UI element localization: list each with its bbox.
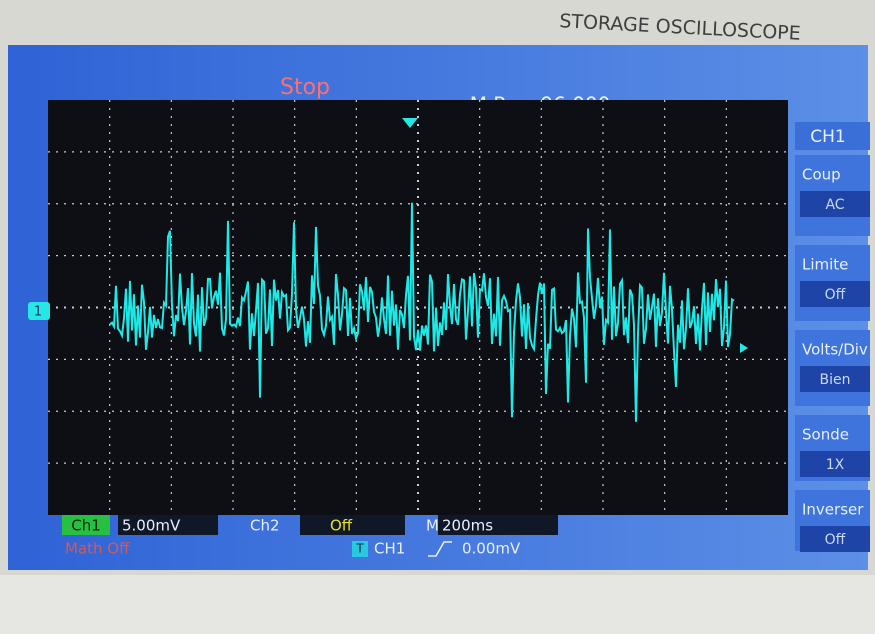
ch2-value: Off [330, 517, 353, 535]
menu-item-value: 1X [826, 457, 845, 473]
run-state: Stop [280, 75, 330, 100]
menu-item-value: Bien [820, 372, 851, 388]
bezel-bottom [0, 575, 875, 634]
ch2-box [300, 515, 405, 535]
menu-item-label: Inverser [802, 501, 864, 519]
ch1-label: Ch1 [71, 517, 101, 535]
trigger-source: CH1 [374, 540, 405, 558]
page: STORAGE OSCILLOSCOPE Stop M Pos: 96.000m… [0, 0, 875, 634]
ch2-label: Ch2 [250, 517, 280, 535]
menu-title: CH1 [810, 127, 845, 147]
trigger-level: 0.00mV [462, 540, 521, 558]
menu-item-label: Coup [802, 166, 841, 184]
ch1-scale: 5.00mV [122, 517, 181, 535]
menu-item-label: Volts/Div [802, 341, 868, 359]
menu-item-label: Limite [802, 256, 848, 274]
menu-items: Coup AC Limite Off Volts/Div Bien Sonde 1X Inver… [795, 155, 870, 552]
channel-marker-label: 1 [34, 305, 42, 320]
menu-item-label: Sonde [802, 426, 849, 444]
menu-item-value: Off [825, 287, 846, 303]
oscilloscope-photo: STORAGE OSCILLOSCOPE Stop M Pos: 96.000m… [0, 0, 875, 634]
trigger-icon: T [355, 542, 364, 556]
math-status: Math Off [65, 540, 130, 558]
time-scale: 200ms [442, 517, 493, 535]
time-prefix: M [426, 517, 439, 535]
menu-item-value: AC [825, 197, 844, 213]
menu-item-value: Off [825, 532, 846, 548]
